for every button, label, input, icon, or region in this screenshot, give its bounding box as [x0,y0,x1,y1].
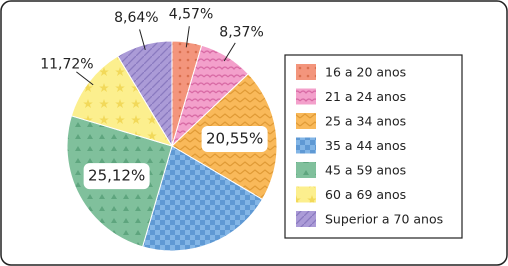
legend-label: Superior a 70 anos [325,212,443,227]
legend-label: 60 a 69 anos [325,187,406,202]
label-box [201,125,268,152]
legend-label: 35 a 44 anos [325,138,406,153]
legend-swatch [296,162,316,178]
data-label: 11,72% [40,56,93,72]
legend-swatch [296,88,316,105]
legend-swatch [296,113,316,129]
leader-line [223,42,236,62]
legend: 16 a 20 anos 21 a 24 anos 25 a 34 anos 35 a… [296,64,443,227]
legend-label: 45 a 59 anos [325,163,406,178]
legend-swatch [296,137,316,154]
data-label: 8,37% [219,25,263,41]
data-label: 20,55% [206,129,263,147]
legend-label: 21 a 24 anos [325,89,406,104]
legend-label: 16 a 20 anos [325,65,406,80]
pie [66,40,278,252]
legend-swatch [296,211,316,227]
leader-line [139,29,146,51]
leader-line [76,71,94,86]
label-box [83,163,150,190]
leader-line [185,26,190,48]
slice [141,145,264,252]
data-label: 25,12% [88,167,145,185]
legend-label: 25 a 34 anos [325,114,406,129]
labels: 4,57% 8,37% 20,55% 25,12% 11,72% 8,64% [40,6,268,190]
data-label: 4,57% [169,6,213,22]
legend-swatch [296,186,316,203]
data-label: 8,64% [114,10,158,26]
legend-swatch [296,64,316,80]
